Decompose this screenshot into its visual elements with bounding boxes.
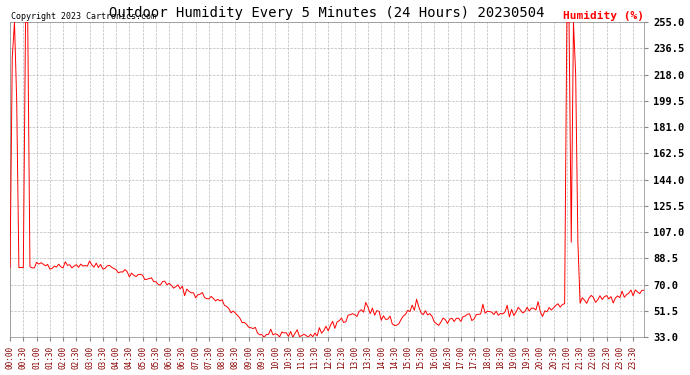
Title: Outdoor Humidity Every 5 Minutes (24 Hours) 20230504: Outdoor Humidity Every 5 Minutes (24 Hou… xyxy=(109,6,545,20)
Text: Humidity (%): Humidity (%) xyxy=(563,10,644,21)
Text: Copyright 2023 Cartronics.com: Copyright 2023 Cartronics.com xyxy=(10,12,156,21)
